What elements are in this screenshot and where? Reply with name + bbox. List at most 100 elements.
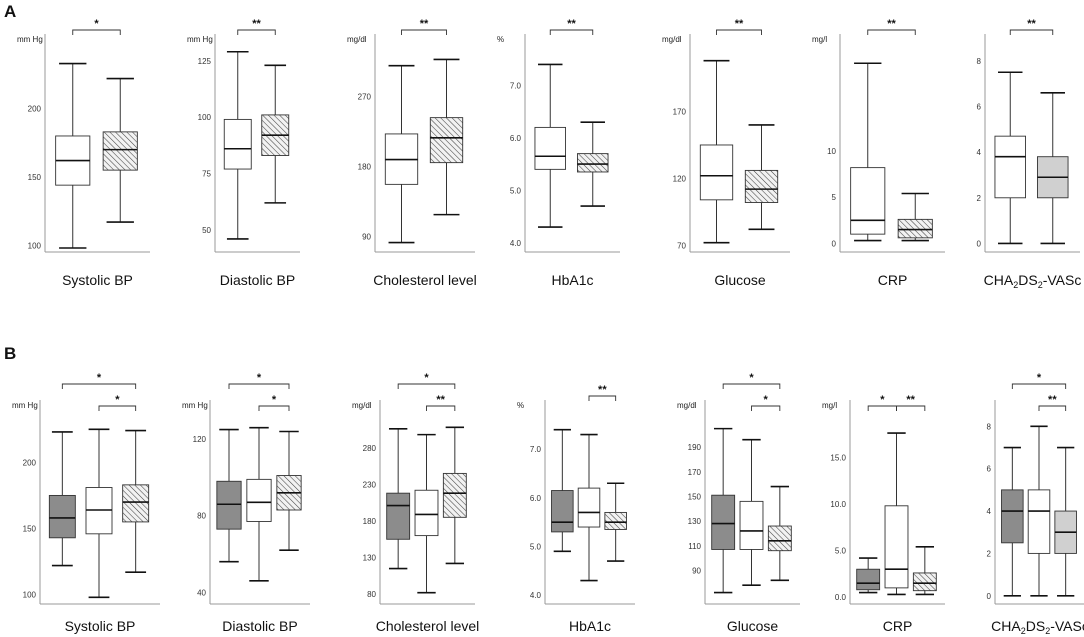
y-tick-label: 200	[28, 105, 42, 114]
box-3	[767, 485, 792, 582]
bracket-line	[867, 405, 897, 411]
iqr-box	[534, 126, 567, 170]
significance-label: **	[252, 18, 261, 30]
box-1	[711, 427, 736, 594]
y-tick-label: 8	[977, 57, 982, 66]
box-2	[429, 58, 464, 216]
box-2	[261, 64, 290, 204]
bracket-line	[1038, 405, 1067, 411]
iqr-box	[1001, 489, 1024, 544]
box-1	[48, 431, 76, 567]
plot-b-systolic-bp: mm Hg 100 150 200 * * Systolic BP	[12, 372, 160, 634]
y-tick-label: 40	[197, 588, 206, 597]
significance-bracket: *	[397, 372, 456, 389]
box-1	[384, 64, 419, 244]
iqr-box	[994, 135, 1027, 199]
chart-title: HbA1c	[551, 272, 593, 288]
significance-label: *	[764, 394, 769, 406]
y-tick-label: 90	[362, 232, 371, 241]
y-tick-label: 120	[673, 174, 687, 183]
bracket-line	[397, 383, 456, 389]
significance-bracket: **	[1038, 394, 1067, 411]
significance-label: *	[749, 372, 754, 384]
y-tick-label: 0	[987, 592, 992, 601]
bracket-line	[722, 383, 781, 389]
title-part: CHA	[984, 272, 1014, 288]
chart-title: HbA1c	[569, 618, 611, 634]
box-3	[604, 482, 627, 562]
iqr-box	[577, 487, 601, 528]
y-unit-label: mg/l	[812, 35, 827, 44]
box-2	[577, 433, 601, 582]
y-tick-label: 15.0	[830, 453, 846, 462]
chart-title: CRP	[878, 272, 908, 288]
box-2	[414, 433, 439, 594]
y-tick-label: 10.0	[830, 500, 846, 509]
y-tick-label: 4.0	[530, 591, 542, 600]
box-2	[85, 428, 113, 599]
plot-b-glucose: mg/dl 90 110 130 150 170 190 * * Glucose	[677, 372, 800, 634]
y-tick-label: 4	[977, 148, 982, 157]
y-tick-label: 190	[688, 443, 702, 452]
box-2	[246, 426, 272, 582]
y-tick-label: 270	[358, 93, 372, 102]
iqr-box	[897, 218, 933, 239]
bracket-line	[426, 405, 456, 411]
y-tick-label: 6	[977, 102, 982, 111]
bracket-line	[1009, 29, 1054, 35]
y-tick-label: 0	[977, 239, 982, 248]
significance-label: **	[906, 394, 915, 406]
bracket-line	[1011, 383, 1067, 389]
iqr-box	[414, 489, 439, 537]
iqr-box	[102, 131, 138, 171]
bracket-line	[896, 405, 926, 411]
chart-title: Glucose	[714, 272, 766, 288]
box-1	[850, 62, 886, 242]
y-tick-label: 2	[987, 549, 992, 558]
bracket-line	[588, 395, 617, 401]
title-subscript: 2	[1045, 626, 1050, 636]
chart-title: CRP	[883, 618, 913, 634]
significance-bracket: *	[867, 394, 897, 411]
iqr-box	[699, 144, 734, 201]
plot-b-hba1c: % 4.0 5.0 6.0 7.0 ** HbA1c	[517, 384, 635, 634]
significance-bracket: **	[401, 18, 447, 35]
box-3	[442, 426, 467, 565]
significance-label: *	[880, 394, 885, 406]
y-unit-label: mm Hg	[12, 401, 38, 410]
significance-label: *	[272, 394, 277, 406]
box-2	[1027, 425, 1051, 597]
box-2	[102, 77, 138, 223]
y-unit-label: mm Hg	[187, 35, 213, 44]
significance-label: *	[1037, 372, 1042, 384]
iqr-box	[850, 167, 886, 235]
y-unit-label: mm Hg	[17, 35, 43, 44]
y-unit-label: %	[517, 401, 524, 410]
significance-label: **	[436, 394, 445, 406]
y-tick-label: 5	[832, 193, 837, 202]
iqr-box	[48, 494, 76, 539]
y-unit-label: mg/dl	[352, 401, 372, 410]
significance-label: **	[1027, 18, 1036, 30]
y-tick-label: 200	[23, 458, 37, 467]
significance-bracket: *	[258, 394, 290, 411]
iqr-box	[711, 494, 736, 550]
y-tick-label: 0	[832, 239, 837, 248]
plot-b-diastolic-bp: mm Hg 40 80 120 * * Diastolic BP	[182, 372, 310, 634]
significance-label: *	[97, 372, 102, 384]
iqr-box	[767, 525, 792, 552]
y-unit-label: mg/l	[822, 401, 837, 410]
box-2	[884, 432, 909, 596]
y-tick-label: 180	[358, 163, 372, 172]
iqr-box	[1027, 489, 1051, 554]
significance-label: **	[887, 18, 896, 30]
iqr-box	[912, 572, 937, 592]
plot-a-cholesterol-level: mg/dl 90 180 270 ** Cholesterol level	[347, 18, 477, 288]
plot-a-glucose: mg/dl 70 120 170 ** Glucose	[662, 18, 790, 288]
y-tick-label: 150	[23, 525, 37, 534]
y-tick-label: 0.0	[835, 593, 847, 602]
bracket-line	[61, 383, 137, 389]
y-tick-label: 7.0	[510, 81, 522, 90]
